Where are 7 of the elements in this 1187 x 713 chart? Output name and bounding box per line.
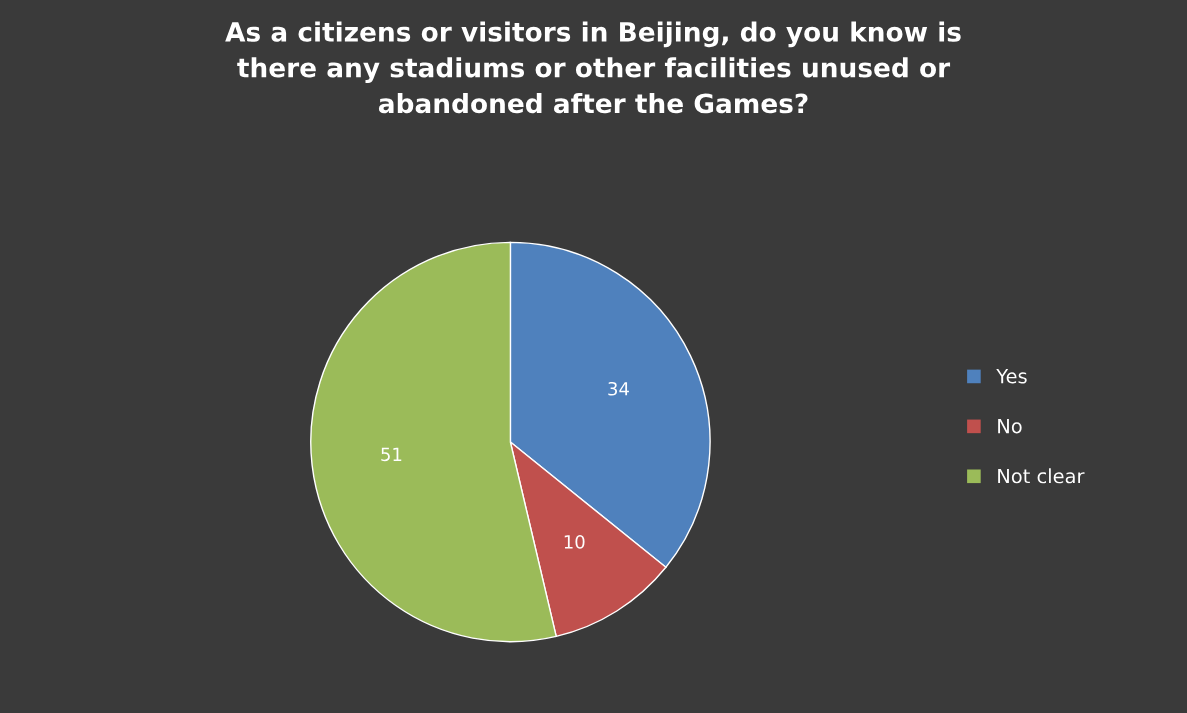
legend-label: Not clear xyxy=(998,468,1085,484)
data-label: 10 xyxy=(564,534,585,549)
chart-title: As a citizens or visitors in Beijing, do you know is there any stadiums or other facilities unused or abandoned after the Games? xyxy=(225,21,961,114)
legend-label: No xyxy=(998,418,1022,434)
legend-label: Yes xyxy=(996,369,1027,384)
data-label: 34 xyxy=(608,381,629,396)
data-label: 51 xyxy=(381,447,402,462)
